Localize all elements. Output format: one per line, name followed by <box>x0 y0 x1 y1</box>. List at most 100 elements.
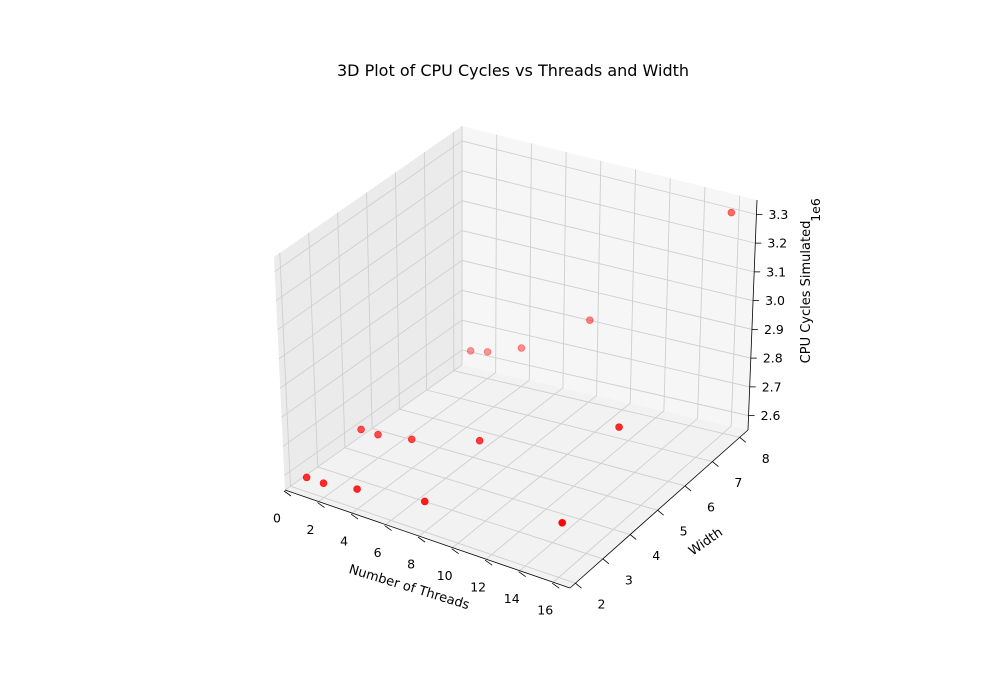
axis-panes <box>274 126 757 588</box>
x-grid-line <box>495 134 498 373</box>
x-grid-line <box>562 152 567 388</box>
z-grid-line <box>461 170 756 244</box>
x-tick-mark <box>283 490 292 497</box>
z-tick-label: 3.3 <box>768 207 788 222</box>
x-tick-mark <box>451 548 459 554</box>
x-tick-label: 8 <box>407 557 415 572</box>
y-grid-line <box>279 252 291 487</box>
y-tick-label: 3 <box>625 572 633 587</box>
z-tick-label: 2.8 <box>763 351 783 366</box>
z-axis-label: CPU Cycles Simulated <box>799 221 814 364</box>
back-pane <box>462 126 757 430</box>
left-pane <box>274 126 462 490</box>
x-grid-line <box>663 178 671 411</box>
z-grid-line <box>275 170 463 302</box>
x-tick-mark <box>484 559 493 566</box>
data-point <box>319 479 328 487</box>
x-tick-label: 16 <box>537 603 553 618</box>
tick-labels: 0 2 4 6 8 10 12 14 16 2 3 4 5 6 7 8 2.6 2.7 2.8 2.9 3.0 3.1 3.… <box>273 207 788 618</box>
axis-lines <box>284 199 758 589</box>
y-tick-label: 4 <box>652 548 660 563</box>
y-grid-line <box>366 192 373 429</box>
x-tick-label: 2 <box>307 522 315 537</box>
y-grid-line <box>452 132 455 371</box>
y-grid-line <box>453 370 740 438</box>
z-axis-line <box>747 199 758 431</box>
z-tick-label: 3.2 <box>767 236 787 251</box>
z-grid-line <box>282 319 463 447</box>
x-tick-mark <box>350 513 359 520</box>
x-tick-label: 6 <box>374 545 382 560</box>
x-tick-mark <box>317 502 325 508</box>
z-grid-line <box>279 260 463 389</box>
data-point <box>374 430 382 439</box>
z-grid-line <box>278 230 463 360</box>
y-grid-line <box>290 485 576 584</box>
data-point <box>407 435 416 444</box>
data-point <box>475 436 484 445</box>
x-grid-line <box>730 195 741 427</box>
data-point <box>517 344 526 352</box>
y-tick-label: 7 <box>734 475 742 490</box>
z-offset-label: 1e6 <box>808 198 823 222</box>
y-tick-mark <box>575 582 582 589</box>
z-grid-line <box>277 200 463 331</box>
z-grid-line <box>461 349 749 417</box>
y-grid-line <box>423 152 428 391</box>
y-axis-line <box>569 429 749 589</box>
y-tick-mark <box>602 558 610 565</box>
data-point <box>353 485 361 493</box>
z-tick-label: 2.9 <box>764 322 784 337</box>
grid-lines <box>274 126 757 584</box>
z-grid-line <box>461 200 755 273</box>
data-point <box>302 473 311 482</box>
x-grid-line <box>697 186 706 419</box>
x-tick-mark <box>552 582 560 589</box>
y-tick-mark <box>684 485 692 492</box>
z-grid-line <box>461 289 751 359</box>
x-grid-line <box>452 402 631 548</box>
data-point <box>420 497 429 506</box>
x-tick-mark <box>518 571 526 578</box>
z-grid-line <box>461 140 757 215</box>
x-tick-label: 0 <box>273 511 281 526</box>
x-grid-line <box>485 410 665 560</box>
data-point <box>558 518 567 527</box>
data-point <box>727 208 736 217</box>
y-grid-line <box>337 212 346 448</box>
y-grid-line <box>399 408 686 487</box>
z-tick-label: 3.0 <box>765 293 785 308</box>
y-tick-label: 5 <box>680 524 688 539</box>
z-tick-label: 3.1 <box>766 264 786 279</box>
y-grid-line <box>308 232 319 467</box>
x-grid-line <box>318 372 496 502</box>
z-tick-label: 2.7 <box>762 379 782 394</box>
z-grid-line <box>284 349 463 476</box>
y-grid-line <box>372 428 658 511</box>
x-grid-line <box>629 169 636 404</box>
x-tick-label: 10 <box>437 568 453 583</box>
x-grid-line <box>284 364 463 491</box>
y-tick-label: 8 <box>762 451 770 466</box>
x-grid-line <box>351 379 530 514</box>
chart-title: 3D Plot of CPU Cycles vs Threads and Wid… <box>337 61 689 80</box>
x-grid-line <box>552 425 732 583</box>
y-tick-mark <box>657 509 664 516</box>
z-grid-line <box>461 230 754 302</box>
data-point <box>466 347 475 355</box>
z-grid-line <box>274 140 463 272</box>
x-grid-line <box>596 160 602 396</box>
x-grid-line <box>528 143 532 381</box>
x-tick-label: 14 <box>504 591 520 606</box>
y-tick-label: 2 <box>598 597 606 612</box>
z-grid-line <box>281 289 463 418</box>
data-point <box>483 348 492 356</box>
x-grid-line <box>385 387 564 525</box>
x-grid-line <box>519 418 698 572</box>
z-grid-line <box>461 319 750 388</box>
x-grid-line <box>418 395 597 537</box>
x-tick-mark <box>417 536 426 543</box>
data-point <box>586 316 594 324</box>
